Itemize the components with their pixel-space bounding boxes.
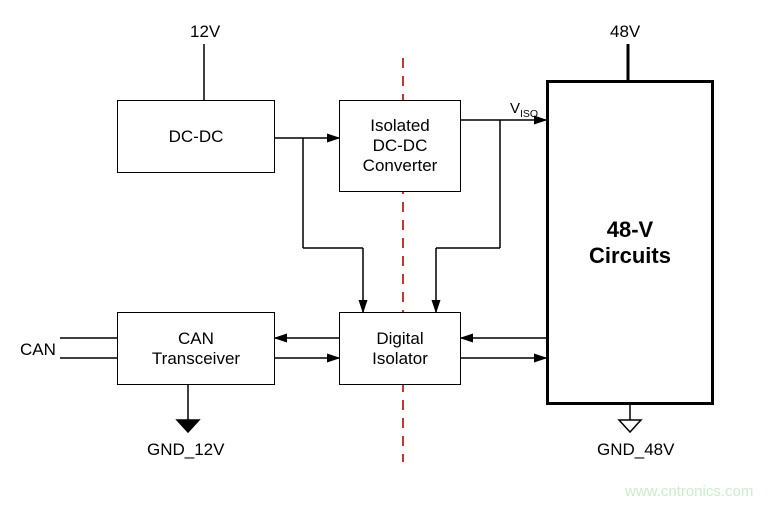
label-gnd-48v: GND_48V bbox=[597, 440, 674, 460]
label-gnd-12v: GND_12V bbox=[147, 440, 224, 460]
can-xcvr-line1: CAN bbox=[152, 329, 240, 349]
iso-dcdc-line2: DC-DC bbox=[363, 136, 438, 156]
iso-dcdc-line3: Converter bbox=[363, 156, 438, 176]
label-viso: VISO bbox=[510, 100, 538, 120]
block-dcdc: DC-DC bbox=[117, 100, 275, 173]
viso-sub: ISO bbox=[520, 108, 538, 120]
label-12v: 12V bbox=[190, 22, 220, 42]
circ48-line1: 48-V bbox=[589, 217, 671, 243]
dig-iso-line2: Isolator bbox=[372, 349, 428, 369]
iso-dcdc-line1: Isolated bbox=[363, 116, 438, 136]
block-can-transceiver: CAN Transceiver bbox=[117, 312, 275, 385]
block-isolated-dcdc: Isolated DC-DC Converter bbox=[339, 100, 461, 192]
viso-v: V bbox=[510, 100, 520, 117]
can-xcvr-line2: Transceiver bbox=[152, 349, 240, 369]
block-dcdc-label: DC-DC bbox=[169, 127, 224, 147]
label-can: CAN bbox=[20, 340, 56, 360]
watermark: www.cntronics.com bbox=[625, 483, 753, 500]
label-48v: 48V bbox=[610, 22, 640, 42]
dig-iso-line1: Digital bbox=[372, 329, 428, 349]
block-48v-circuits: 48-V Circuits bbox=[546, 80, 714, 405]
block-digital-isolator: Digital Isolator bbox=[339, 312, 461, 385]
circ48-line2: Circuits bbox=[589, 243, 671, 269]
